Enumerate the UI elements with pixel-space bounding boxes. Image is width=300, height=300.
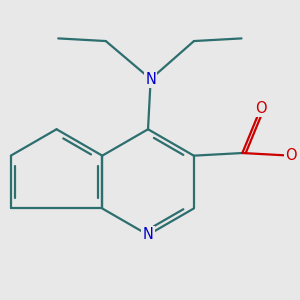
Text: N: N xyxy=(142,227,154,242)
Text: O: O xyxy=(285,148,297,163)
Text: N: N xyxy=(145,72,156,87)
Text: O: O xyxy=(255,100,267,116)
